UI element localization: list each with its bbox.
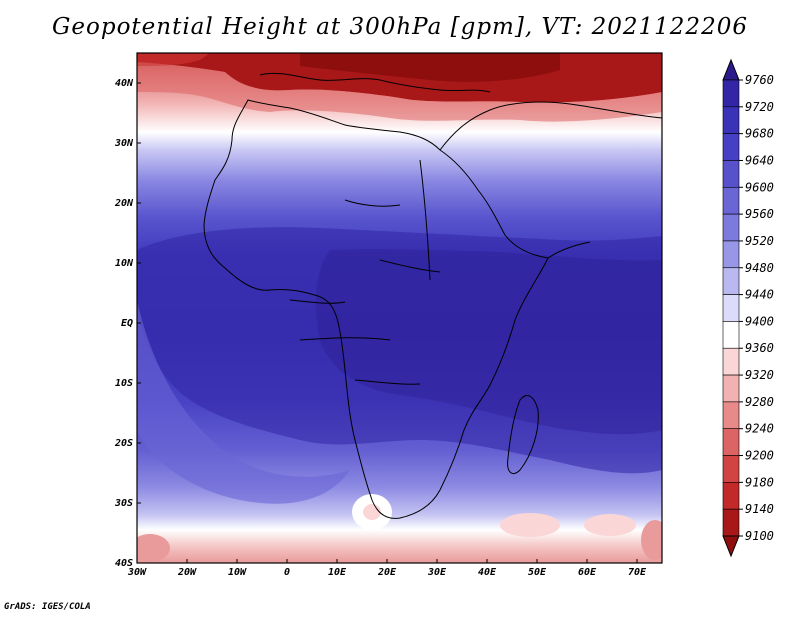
x-tick-label: 0	[284, 567, 290, 578]
colorbar-swatch	[722, 347, 740, 376]
x-axis-labels: 30W 20W 10W 0 10E 20E 30E 40E 50E 60E 70E	[127, 567, 647, 578]
x-tick-label: 30E	[427, 567, 447, 578]
colorbar-swatch	[722, 79, 740, 108]
colorbar-label: 9560	[745, 207, 774, 221]
colorbar-label: 9360	[745, 341, 774, 355]
colorbar-label: 9720	[745, 100, 774, 114]
colorbar-extend-bottom	[722, 535, 740, 558]
colorbar-swatch	[722, 294, 740, 322]
colorbar-swatch	[722, 401, 740, 430]
x-tick-label: 10E	[328, 567, 347, 578]
colorbar-label: 9480	[745, 261, 774, 275]
colorbar-swatch	[722, 428, 740, 456]
y-tick-label: 40S	[115, 558, 133, 569]
colorbar-label: 9600	[745, 180, 774, 194]
colorbar: 9760 9720 9680 9640 9600 9560 9520 9480 9440 9400…	[722, 58, 774, 558]
x-tick-label: 10W	[228, 567, 247, 578]
map-title: Geopotential Height at 300hPa [gpm], VT:…	[52, 14, 748, 40]
colorbar-label: 9760	[745, 73, 774, 87]
x-tick-label: 20W	[177, 567, 197, 578]
x-tick-label: 20E	[377, 567, 397, 578]
y-tick-label: 10S	[115, 378, 133, 389]
colorbar-swatch	[722, 133, 740, 161]
colorbar-swatch	[722, 106, 740, 134]
colorbar-label: 9400	[745, 314, 774, 328]
colorbar-swatch	[722, 508, 740, 537]
x-tick-label: 40E	[478, 567, 497, 578]
colorbar-swatch	[722, 186, 740, 215]
colorbar-label: 9200	[745, 449, 774, 463]
y-tick-label: 30N	[114, 138, 134, 149]
y-tick-label: 10N	[115, 258, 134, 269]
colorbar-swatch	[722, 374, 740, 403]
colorbar-label: 9240	[745, 422, 774, 436]
colorbar-label: 9320	[745, 368, 774, 382]
height-field	[137, 53, 662, 563]
y-tick-label: 20S	[114, 438, 133, 449]
colorbar-label: 9280	[745, 395, 774, 409]
axis-ticks	[136, 82, 638, 564]
coastlines	[203, 72, 662, 519]
y-tick-label: 40N	[115, 78, 134, 89]
colorbar-label: 9180	[745, 475, 774, 489]
x-tick-label: 50E	[528, 567, 547, 578]
x-tick-label: 70E	[628, 567, 647, 578]
colorbar-label: 9100	[745, 529, 774, 543]
colorbar-label: 9140	[745, 502, 774, 516]
colorbar-swatch	[722, 160, 740, 188]
colorbar-swatch	[722, 240, 740, 269]
colorbar-label: 9640	[745, 153, 774, 167]
y-tick-label: EQ	[121, 318, 133, 329]
colorbar-swatch	[722, 455, 740, 483]
x-tick-label: 30W	[127, 567, 147, 578]
y-tick-label: 20N	[114, 198, 134, 209]
colorbar-label: 9520	[745, 234, 774, 248]
colorbar-swatch	[722, 267, 740, 295]
colorbar-label: 9680	[745, 127, 774, 141]
credit-text: GrADS: IGES/COLA	[4, 602, 91, 612]
plot-frame	[136, 52, 663, 564]
colorbar-swatch	[722, 321, 740, 349]
y-tick-label: 30S	[114, 498, 133, 509]
colorbar-label: 9440	[745, 288, 774, 302]
y-axis-labels: 40N 30N 20N 10N EQ 10S 20S 30S 40S	[114, 78, 134, 569]
x-tick-label: 60E	[578, 567, 597, 578]
colorbar-swatch	[722, 482, 740, 510]
colorbar-extend-top	[722, 58, 740, 81]
colorbar-swatch	[722, 213, 740, 242]
